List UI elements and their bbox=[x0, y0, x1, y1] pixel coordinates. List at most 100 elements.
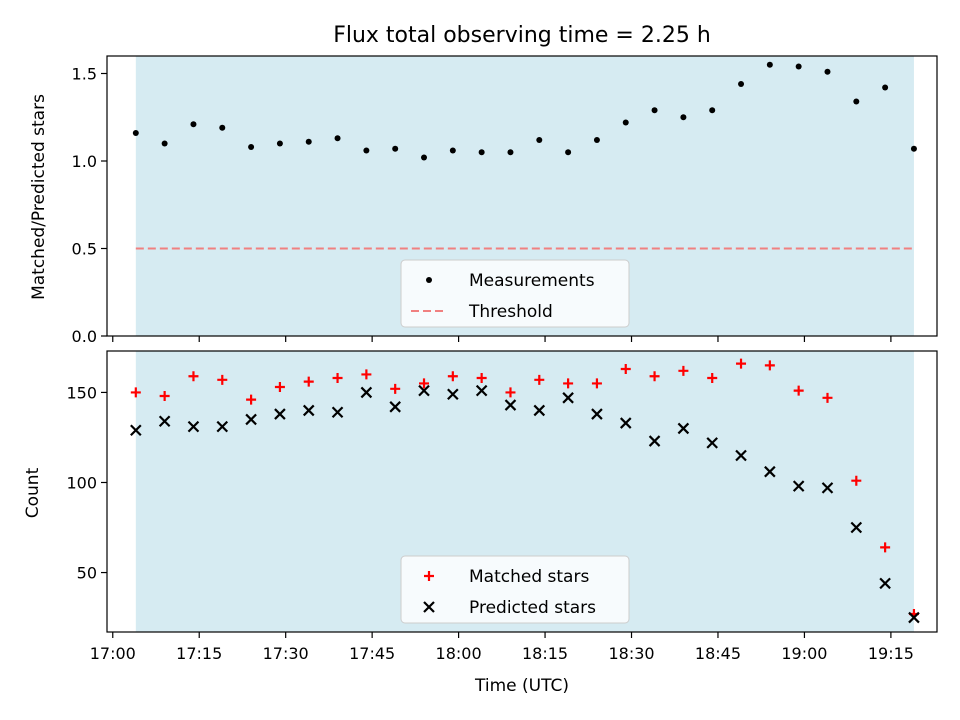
matched-star-point bbox=[534, 374, 545, 385]
bottom-y-axis-label: Count bbox=[23, 467, 43, 518]
predicted-star-point bbox=[850, 521, 863, 534]
measurement-point bbox=[593, 137, 600, 143]
legend-marker-matched bbox=[424, 571, 434, 581]
measurement-point bbox=[795, 63, 802, 70]
measurement-point bbox=[478, 149, 485, 156]
predicted-star-point bbox=[533, 404, 546, 417]
predicted-star-point bbox=[879, 577, 891, 590]
predicted-star-point bbox=[619, 417, 632, 429]
matched-star-point bbox=[332, 373, 343, 384]
predicted-star-point bbox=[418, 384, 430, 397]
matched-star-point bbox=[419, 378, 430, 389]
measurement-point bbox=[738, 81, 745, 87]
measurement-point bbox=[305, 138, 312, 145]
matched-star-point bbox=[246, 394, 257, 405]
matched-star-point bbox=[217, 374, 228, 385]
x-tick-label: 17:45 bbox=[349, 644, 395, 663]
legend-box bbox=[400, 259, 630, 328]
matched-star-point bbox=[591, 378, 602, 389]
measurement-point bbox=[910, 145, 917, 152]
measurement-point bbox=[334, 135, 341, 142]
matched-star-point bbox=[707, 373, 718, 384]
x-tick-label: 18:30 bbox=[608, 644, 654, 663]
matched-star-point bbox=[563, 378, 574, 389]
y-tick-label: 0.5 bbox=[72, 240, 97, 259]
matched-star-point bbox=[361, 369, 372, 380]
legend-label: Matched stars bbox=[469, 567, 589, 587]
predicted-star-point bbox=[735, 449, 747, 462]
matched-star-point bbox=[274, 382, 285, 393]
predicted-star-point bbox=[245, 413, 257, 426]
chart-title: Flux total observing time = 2.25 h bbox=[333, 23, 711, 48]
predicted-star-point bbox=[792, 480, 805, 492]
y-tick-label: 1.0 bbox=[72, 152, 97, 171]
matched-star-point bbox=[505, 387, 516, 398]
predicted-star-point bbox=[504, 399, 517, 411]
legend-box bbox=[400, 555, 630, 624]
matched-star-point bbox=[476, 373, 487, 384]
predicted-star-point bbox=[331, 406, 344, 419]
measurement-point bbox=[190, 121, 197, 128]
x-tick-label: 17:30 bbox=[263, 644, 309, 663]
predicted-star-point bbox=[274, 408, 286, 420]
legend-marker-measurements bbox=[426, 277, 432, 283]
x-tick-label: 17:15 bbox=[176, 644, 222, 663]
measurement-point bbox=[363, 147, 370, 154]
measurement-point bbox=[536, 137, 543, 143]
measurement-point bbox=[766, 61, 773, 68]
axes-frame bbox=[106, 350, 938, 633]
measurement-point bbox=[824, 68, 831, 75]
matched-star-point bbox=[678, 365, 689, 376]
bottom-panel: 17:00 17:15 17:30 17:45 18:00 18:15 18:30 18:45… bbox=[66, 350, 938, 663]
legend-label: Predicted stars bbox=[469, 598, 596, 618]
measurement-point bbox=[248, 144, 255, 150]
measurement-point bbox=[449, 147, 456, 154]
matched-star-point bbox=[649, 371, 660, 382]
measurement-point bbox=[565, 149, 572, 156]
measurement-point bbox=[276, 140, 283, 147]
matched-star-point bbox=[188, 371, 199, 382]
x-tick-label: 17:00 bbox=[90, 644, 136, 663]
top-panel: 0.0 0.5 1.0 1.5 Measurements Threshold bbox=[72, 55, 938, 346]
axes-frame bbox=[106, 55, 938, 337]
measurement-point bbox=[651, 107, 658, 114]
predicted-star-point bbox=[821, 482, 834, 494]
measurement-point bbox=[132, 130, 139, 136]
matched-star-point bbox=[880, 542, 891, 553]
matched-star-point bbox=[822, 392, 833, 403]
predicted-star-point bbox=[706, 437, 718, 449]
predicted-star-point bbox=[158, 415, 171, 428]
y-tick-label: 100 bbox=[66, 473, 97, 492]
predicted-star-point bbox=[130, 424, 142, 437]
matched-star-point bbox=[736, 358, 747, 369]
legend-label: Measurements bbox=[469, 271, 595, 291]
x-tick-label: 18:00 bbox=[436, 644, 482, 663]
x-tick-label: 18:45 bbox=[695, 644, 741, 663]
predicted-star-point bbox=[677, 422, 690, 435]
matched-star-point bbox=[303, 376, 314, 387]
measurement-point bbox=[680, 114, 687, 121]
measurement-point bbox=[507, 149, 514, 156]
predicted-star-point bbox=[187, 420, 200, 433]
x-tick-label: 18:15 bbox=[522, 644, 568, 663]
predicted-star-point bbox=[447, 388, 459, 401]
predicted-star-point bbox=[562, 392, 574, 404]
matched-star-point bbox=[793, 385, 804, 396]
matched-star-point bbox=[620, 364, 631, 375]
matched-star-point bbox=[159, 391, 170, 402]
matched-star-point bbox=[130, 387, 141, 398]
measurement-point bbox=[882, 84, 889, 91]
measurement-point bbox=[219, 124, 226, 131]
measurement-point bbox=[853, 98, 860, 105]
predicted-star-point bbox=[216, 420, 229, 433]
matched-star-point bbox=[447, 371, 458, 382]
y-tick-label: 0.0 bbox=[72, 327, 97, 346]
predicted-star-point bbox=[360, 386, 373, 399]
y-tick-label: 50 bbox=[77, 564, 97, 583]
y-tick-label: 1.5 bbox=[72, 65, 97, 84]
measurement-point bbox=[622, 119, 629, 126]
matched-star-point bbox=[851, 475, 862, 486]
legend-marker-predicted bbox=[423, 601, 435, 613]
predicted-star-point bbox=[389, 401, 401, 413]
